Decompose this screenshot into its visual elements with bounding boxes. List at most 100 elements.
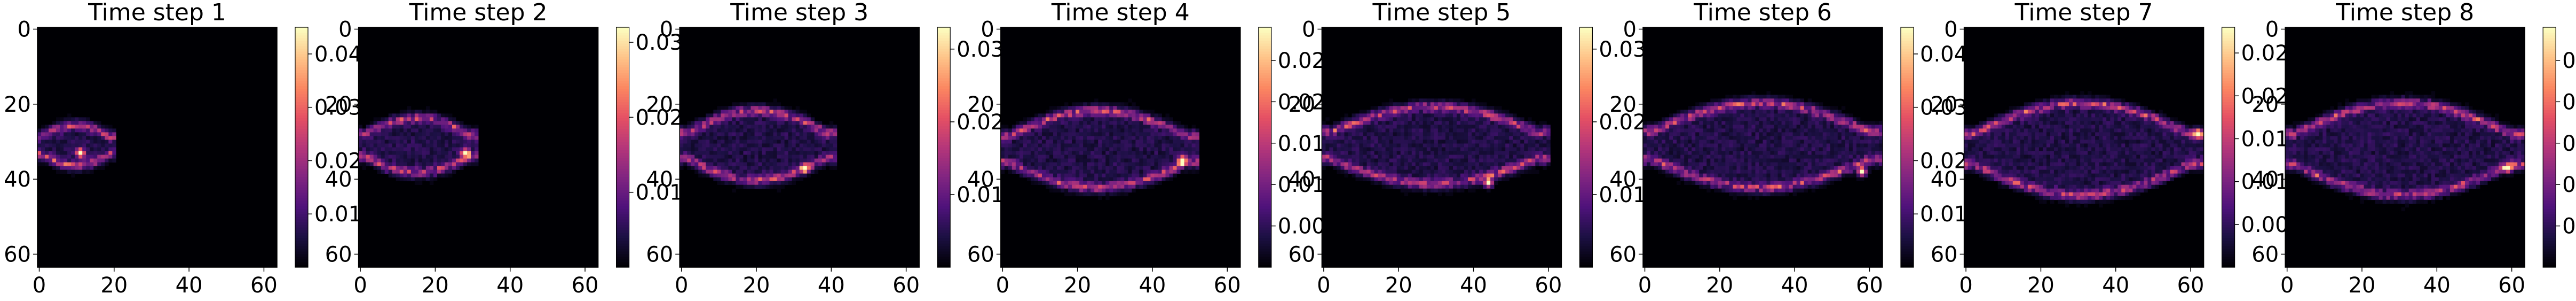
heatmap-cell xyxy=(1117,143,1121,148)
colorbar-segment xyxy=(295,222,308,225)
heatmap-cell xyxy=(1875,132,1879,136)
heatmap-cell xyxy=(747,166,751,170)
heatmap-cell xyxy=(1706,117,1711,121)
colorbar-segment xyxy=(1579,56,1593,60)
heatmap-cell xyxy=(1072,117,1076,121)
heatmap-cell xyxy=(683,162,688,166)
heatmap-cell xyxy=(1528,140,1532,144)
heatmap-cell xyxy=(1766,102,1771,106)
heatmap-cell xyxy=(792,151,796,155)
heatmap-cell xyxy=(724,181,729,186)
heatmap-cell xyxy=(777,188,781,193)
heatmap-cell xyxy=(765,184,770,189)
heatmap-cell xyxy=(1441,177,1446,182)
heatmap-cell xyxy=(1822,117,1827,121)
heatmap-cell xyxy=(1139,162,1143,166)
heatmap-cell xyxy=(1441,102,1446,106)
colorbar-segment xyxy=(937,45,951,49)
heatmap-cell xyxy=(1718,121,1722,125)
heatmap-cell xyxy=(1109,181,1113,186)
heatmap-cell xyxy=(1061,143,1065,148)
colorbar-segment xyxy=(1579,198,1593,201)
heatmap-cell xyxy=(377,169,382,174)
heatmap-cell xyxy=(388,162,393,166)
heatmap-cell xyxy=(1472,184,1476,189)
heatmap-cell xyxy=(1449,169,1453,174)
heatmap-cell xyxy=(1120,188,1125,193)
heatmap-cell xyxy=(1860,125,1864,129)
heatmap-cell xyxy=(1400,132,1405,136)
heatmap-cell xyxy=(679,125,684,129)
heatmap-cell xyxy=(1498,173,1502,178)
heatmap-cell xyxy=(1045,173,1050,178)
heatmap-cell xyxy=(1061,155,1065,159)
heatmap-cell xyxy=(1483,110,1487,114)
heatmap-cell xyxy=(1076,184,1080,189)
heatmap-cell xyxy=(1441,151,1446,155)
heatmap-cell xyxy=(769,173,773,178)
heatmap-cell xyxy=(75,136,79,140)
heatmap-cell xyxy=(732,110,736,114)
heatmap-cell xyxy=(1419,155,1424,159)
heatmap-cell xyxy=(1706,128,1711,133)
heatmap-cell xyxy=(1195,166,1200,170)
heatmap-cell xyxy=(373,125,378,129)
heatmap-cell xyxy=(829,155,834,159)
heatmap-cell xyxy=(369,125,374,129)
heatmap-cell xyxy=(739,132,744,136)
heatmap-cell xyxy=(1366,147,1371,151)
heatmap-cell xyxy=(1460,177,1465,182)
heatmap-cell xyxy=(1068,132,1072,136)
heatmap-cell xyxy=(1848,125,1853,129)
heatmap-cell xyxy=(1531,162,1536,166)
heatmap-cell xyxy=(1012,158,1016,163)
heatmap-cell xyxy=(1325,117,1330,121)
heatmap-cell xyxy=(93,136,98,140)
heatmap-cell xyxy=(1695,113,1700,118)
heatmap-cell xyxy=(1150,184,1155,189)
colorbar-segment xyxy=(1579,187,1593,190)
heatmap-cell xyxy=(717,106,721,110)
heatmap-cell xyxy=(687,147,691,151)
heatmap-cell xyxy=(1053,188,1057,193)
heatmap-cell xyxy=(1430,143,1435,148)
heatmap-cell xyxy=(1748,132,1752,136)
heatmap-cell xyxy=(1023,151,1028,155)
heatmap-cell xyxy=(717,113,721,118)
heatmap-cell xyxy=(1079,158,1084,163)
heatmap-cell xyxy=(1352,143,1356,148)
heatmap-cell xyxy=(1109,128,1113,133)
heatmap-cell xyxy=(414,110,419,114)
heatmap-cell xyxy=(773,125,778,129)
heatmap-cell xyxy=(1191,151,1196,155)
heatmap-cell xyxy=(1169,173,1173,178)
heatmap-cell xyxy=(803,166,808,170)
heatmap-cell xyxy=(467,136,471,140)
heatmap-cell xyxy=(1105,188,1110,193)
heatmap-cell xyxy=(1796,117,1801,121)
heatmap-cell xyxy=(780,132,785,136)
colorbar-segment xyxy=(616,195,629,198)
heatmap-cell xyxy=(475,125,479,129)
heatmap-cell xyxy=(1072,143,1076,148)
colorbar-segment xyxy=(616,144,629,148)
heatmap-cell xyxy=(1143,121,1147,125)
heatmap-cell xyxy=(713,117,717,121)
heatmap-cell xyxy=(1389,169,1394,174)
heatmap-cell xyxy=(1064,147,1069,151)
heatmap-cell xyxy=(1195,151,1200,155)
heatmap-cell xyxy=(388,155,393,159)
heatmap-cell xyxy=(1337,151,1341,155)
heatmap-cell xyxy=(814,169,819,174)
heatmap-cell xyxy=(773,140,778,144)
colorbar-segment xyxy=(1258,160,1271,164)
heatmap-cell xyxy=(1117,166,1121,170)
heatmap-cell xyxy=(75,117,79,121)
heatmap-cell xyxy=(1348,140,1352,144)
heatmap-cell xyxy=(1673,128,1677,133)
heatmap-cell xyxy=(1147,136,1151,140)
heatmap-cell xyxy=(713,155,717,159)
heatmap-cell xyxy=(769,177,773,182)
heatmap-cell xyxy=(788,117,793,121)
heatmap-cell xyxy=(1161,117,1166,121)
